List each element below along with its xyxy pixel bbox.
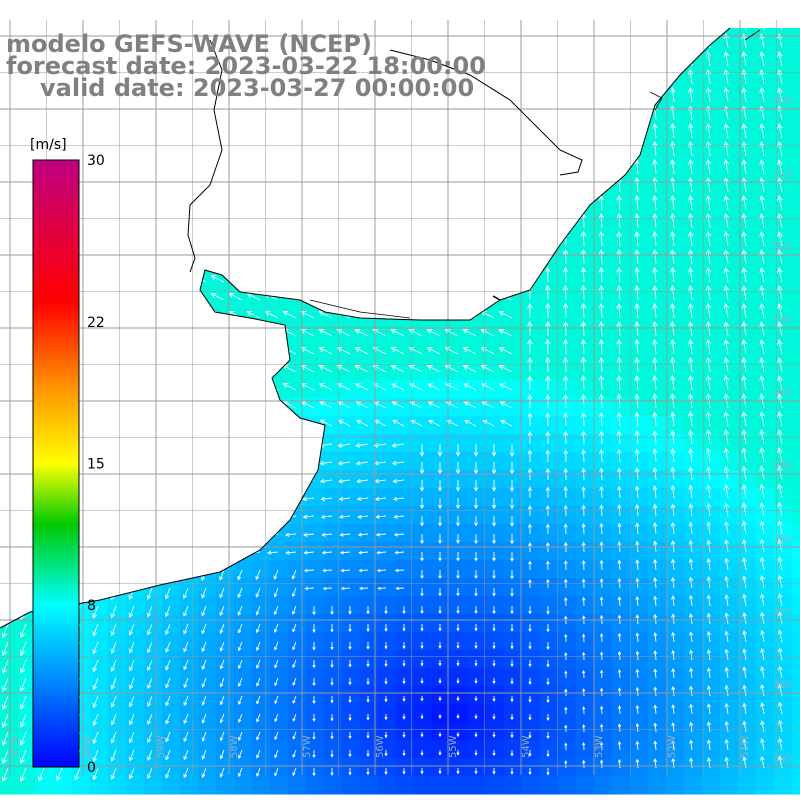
longitude-label: 57W [302, 735, 313, 758]
latitude-label: 35S [773, 461, 792, 472]
latitude-label: 30S [773, 96, 792, 107]
longitude-label: 58W [229, 735, 240, 758]
title-forecast-date: forecast date: 2023-03-22 18:00:00 [6, 52, 486, 80]
coastline [0, 27, 761, 629]
title-valid-date: valid date: 2023-03-27 00:00:00 [40, 74, 474, 102]
longitude-label: 51W [740, 735, 751, 758]
latitude-label: 32S [773, 242, 792, 253]
latitude-label: 31S [773, 169, 792, 180]
colorbar-unit: [m/s] [30, 137, 67, 153]
colorbar-legend: [m/s] 30 22 15 8 0 [30, 137, 105, 776]
latitude-label: 39S [773, 753, 792, 764]
colorbar-tick-label: 30 [87, 153, 105, 169]
latitude-label: 36S [773, 534, 792, 545]
map-title: modelo GEFS-WAVE (NCEP) forecast date: 2… [6, 30, 486, 102]
longitude-label: 56W [375, 735, 386, 758]
longitude-label: 54W [521, 735, 532, 758]
longitude-label: 60W [83, 735, 94, 758]
colorbar-tick-label: 0 [87, 760, 96, 776]
longitude-label: 59W [156, 735, 167, 758]
latitude-label: 34S [773, 388, 792, 399]
colorbar-tick-label: 15 [87, 457, 105, 473]
latitude-label: 38S [773, 680, 792, 691]
latitude-labels: 30S31S32S33S34S35S36S37S38S39S40S [773, 96, 792, 764]
latitude-label: 37S [773, 607, 792, 618]
lat-lon-grid [0, 20, 800, 775]
longitude-label: 52W [667, 735, 678, 758]
latitude-label: 33S [773, 315, 792, 326]
colorbar-gradient [32, 159, 80, 768]
longitude-label: 61W [10, 735, 21, 758]
colorbar-ticks: 30 22 15 8 0 [87, 153, 105, 776]
colorbar-tick-label: 22 [87, 315, 105, 331]
title-model: modelo GEFS-WAVE (NCEP) [6, 30, 372, 58]
longitude-labels: 61W60W59W58W57W56W55W54W53W52W51W50W [10, 735, 751, 758]
colorbar-tick-label: 8 [87, 598, 96, 614]
longitude-label: 53W [594, 735, 605, 758]
longitude-label: 55W [448, 735, 459, 758]
